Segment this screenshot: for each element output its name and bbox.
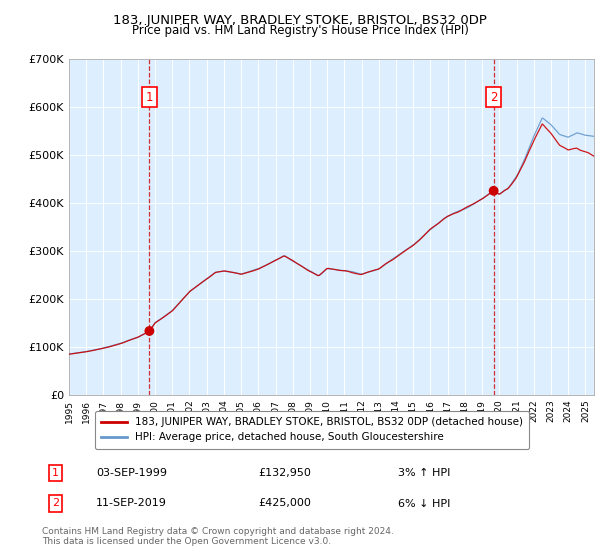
Text: £425,000: £425,000: [258, 498, 311, 508]
Text: 03-SEP-1999: 03-SEP-1999: [96, 468, 167, 478]
Text: 6% ↓ HPI: 6% ↓ HPI: [398, 498, 451, 508]
Point: [489, 186, 499, 195]
Text: 183, JUNIPER WAY, BRADLEY STOKE, BRISTOL, BS32 0DP: 183, JUNIPER WAY, BRADLEY STOKE, BRISTOL…: [113, 14, 487, 27]
Text: £132,950: £132,950: [258, 468, 311, 478]
Text: 11-SEP-2019: 11-SEP-2019: [96, 498, 167, 508]
Point: [145, 326, 154, 335]
Text: 2: 2: [52, 498, 59, 508]
Text: 1: 1: [52, 468, 59, 478]
Text: 2: 2: [490, 91, 497, 104]
Legend: 183, JUNIPER WAY, BRADLEY STOKE, BRISTOL, BS32 0DP (detached house), HPI: Averag: 183, JUNIPER WAY, BRADLEY STOKE, BRISTOL…: [95, 411, 529, 449]
Text: Contains HM Land Registry data © Crown copyright and database right 2024.
This d: Contains HM Land Registry data © Crown c…: [42, 526, 394, 546]
Text: Price paid vs. HM Land Registry's House Price Index (HPI): Price paid vs. HM Land Registry's House …: [131, 24, 469, 37]
Text: 1: 1: [146, 91, 153, 104]
Text: 3% ↑ HPI: 3% ↑ HPI: [398, 468, 451, 478]
